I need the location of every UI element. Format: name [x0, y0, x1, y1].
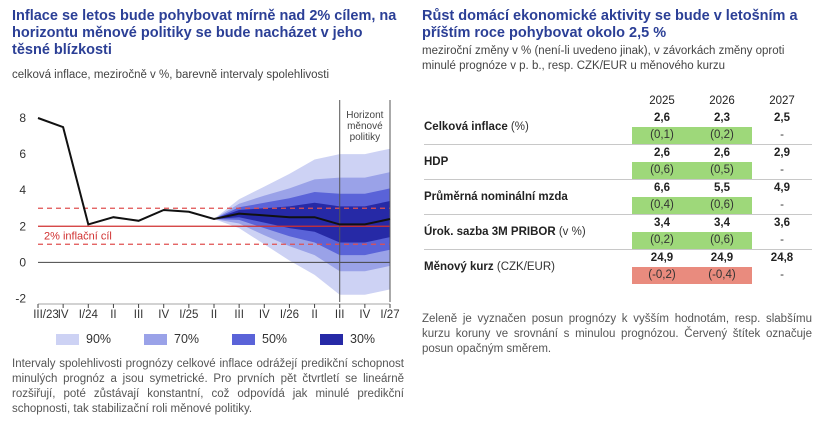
- change-badge: (0,5): [692, 162, 752, 180]
- inflation-panel: Inflace se letos bude pohybovat mírně na…: [0, 0, 408, 422]
- inflation-chart-note: Intervaly spolehlivosti prognózy celkové…: [12, 358, 404, 415]
- change-badge: (-0,4): [692, 267, 752, 284]
- horizon-label-line: měnové: [347, 121, 383, 132]
- table-cell-value: 2,6: [692, 144, 752, 162]
- table-cell-value: 4,9: [752, 179, 812, 197]
- table-cell-value: 3,6: [752, 214, 812, 232]
- change-badge: -: [780, 234, 784, 246]
- change-badge: -: [780, 199, 784, 211]
- table-cell-value: 6,6: [632, 179, 692, 197]
- table-row: Průměrná nominální mzda 6,6 5,5 4,9: [424, 179, 812, 215]
- table-cell-value: 24,9: [632, 249, 692, 267]
- row-label: Měnový kurz (CZK/EUR): [424, 249, 632, 284]
- legend-label-30: 30%: [350, 332, 376, 346]
- table-cell-value: 24,8: [752, 249, 812, 267]
- legend-label-90: 90%: [86, 332, 112, 346]
- x-tick-label: IV: [359, 309, 370, 321]
- y-tick-label: 8: [19, 111, 26, 125]
- table-row-changes: (-0,2) (-0,4) -: [424, 267, 812, 284]
- table-cell-value: 2,5: [774, 112, 790, 124]
- inflation-chart-title: Inflace se letos bude pohybovat mírně na…: [12, 8, 397, 58]
- confidence-band-30: [214, 201, 390, 243]
- row-label: Průměrná nominální mzda: [424, 179, 632, 215]
- change-badge: -: [780, 164, 784, 176]
- inflation-line: [37, 117, 391, 226]
- table-row-changes: (0,2) (0,6) -: [424, 232, 812, 250]
- table-cell-value: 5,5: [692, 179, 752, 197]
- x-tick-label: III: [335, 309, 345, 321]
- table-cell-value: 3,4: [632, 214, 692, 232]
- legend-swatch-90: [56, 334, 79, 345]
- table-header-row: 2025 2026 2027: [424, 92, 812, 110]
- forecast-table: 2025 2026 2027 Celková inflace (%) 2,6 2…: [424, 92, 812, 284]
- x-tick-label: II: [110, 309, 116, 321]
- table-row: HDP 2,6 2,6 2,9: [424, 144, 812, 180]
- x-tick-label: I/26: [280, 309, 299, 321]
- forecast-table-subtitle: meziroční změny v % (není-li uvedeno jin…: [422, 45, 785, 72]
- y-tick-label: 0: [19, 255, 26, 269]
- change-badge: (0,6): [692, 197, 752, 215]
- y-tick-label: 4: [19, 183, 26, 197]
- table-row: Měnový kurz (CZK/EUR) 24,9 24,9 24,8: [424, 249, 812, 284]
- x-tick-label: III: [234, 309, 244, 321]
- change-badge: -: [780, 129, 784, 141]
- chart-legend: 90% 70% 50% 30%: [56, 330, 406, 350]
- table-row: Celková inflace (%) 2,6 2,3 2,5: [424, 110, 812, 133]
- horizon-label-line: politiky: [350, 132, 381, 143]
- row-label: HDP: [424, 144, 632, 180]
- table-cell-value: 2,9: [752, 144, 812, 162]
- change-badge: (0,6): [632, 162, 692, 180]
- legend-label-70: 70%: [174, 332, 200, 346]
- x-tick-label: I/24: [79, 309, 99, 321]
- forecast-table-note: Zeleně je vyznačen posun prognózy k vyšš…: [422, 313, 812, 355]
- change-badge: (-0,2): [632, 267, 692, 284]
- x-tick-label: IV: [158, 309, 169, 321]
- change-badge: (0,6): [692, 232, 752, 250]
- table-cell-value: 2,6: [632, 144, 692, 162]
- forecast-table-panel: Růst domácí ekonomické aktivity se bude …: [412, 0, 820, 422]
- table-cell-value: 2,6: [654, 112, 670, 124]
- change-badge: (0,1): [632, 127, 692, 145]
- x-tick-label: IV: [259, 309, 270, 321]
- table-cell-value: 24,9: [692, 249, 752, 267]
- y-tick-label: 2: [19, 219, 26, 233]
- change-badge: (0,2): [692, 127, 752, 145]
- x-tick-label: II: [311, 309, 317, 321]
- row-label: Celková inflace (%): [424, 120, 529, 133]
- change-badge: (0,2): [632, 232, 692, 250]
- table-row-changes: (0,1) (0,2) -: [424, 127, 812, 145]
- horizon-label-line: Horizont: [346, 110, 383, 121]
- legend-swatch-30: [320, 334, 343, 345]
- inflation-chart-subtitle: celková inflace, meziročně v %, barevně …: [12, 69, 330, 81]
- table-cell-value: 2,3: [714, 112, 730, 124]
- x-tick-label: I/25: [179, 309, 198, 321]
- y-tick-label: 6: [19, 147, 26, 161]
- table-row: Úrok. sazba 3M PRIBOR (v %) 3,4 3,4 3,6: [424, 214, 812, 250]
- table-cell-value: 3,4: [692, 214, 752, 232]
- x-tick-label: II: [211, 309, 217, 321]
- target-label: 2% inflační cíl: [44, 230, 112, 242]
- x-tick-label: III: [134, 309, 144, 321]
- year-2026: 2026: [709, 94, 735, 107]
- row-label: Úrok. sazba 3M PRIBOR (v %): [424, 214, 632, 250]
- year-2025: 2025: [649, 94, 675, 107]
- table-row-changes: (0,4) (0,6) -: [424, 197, 812, 215]
- legend-swatch-50: [232, 334, 255, 345]
- forecast-table-title: Růst domácí ekonomické aktivity se bude …: [422, 8, 798, 41]
- legend-swatch-70: [144, 334, 167, 345]
- legend-label-50: 50%: [262, 332, 288, 346]
- x-tick-label: III/23: [33, 309, 59, 321]
- x-tick-label: I/27: [380, 309, 399, 321]
- y-tick-label: -2: [15, 291, 26, 305]
- change-badge: (0,4): [632, 197, 692, 215]
- table-row-changes: (0,6) (0,5) -: [424, 162, 812, 180]
- change-badge: -: [780, 269, 784, 281]
- year-2027: 2027: [769, 94, 795, 107]
- x-tick-label: IV: [58, 309, 69, 321]
